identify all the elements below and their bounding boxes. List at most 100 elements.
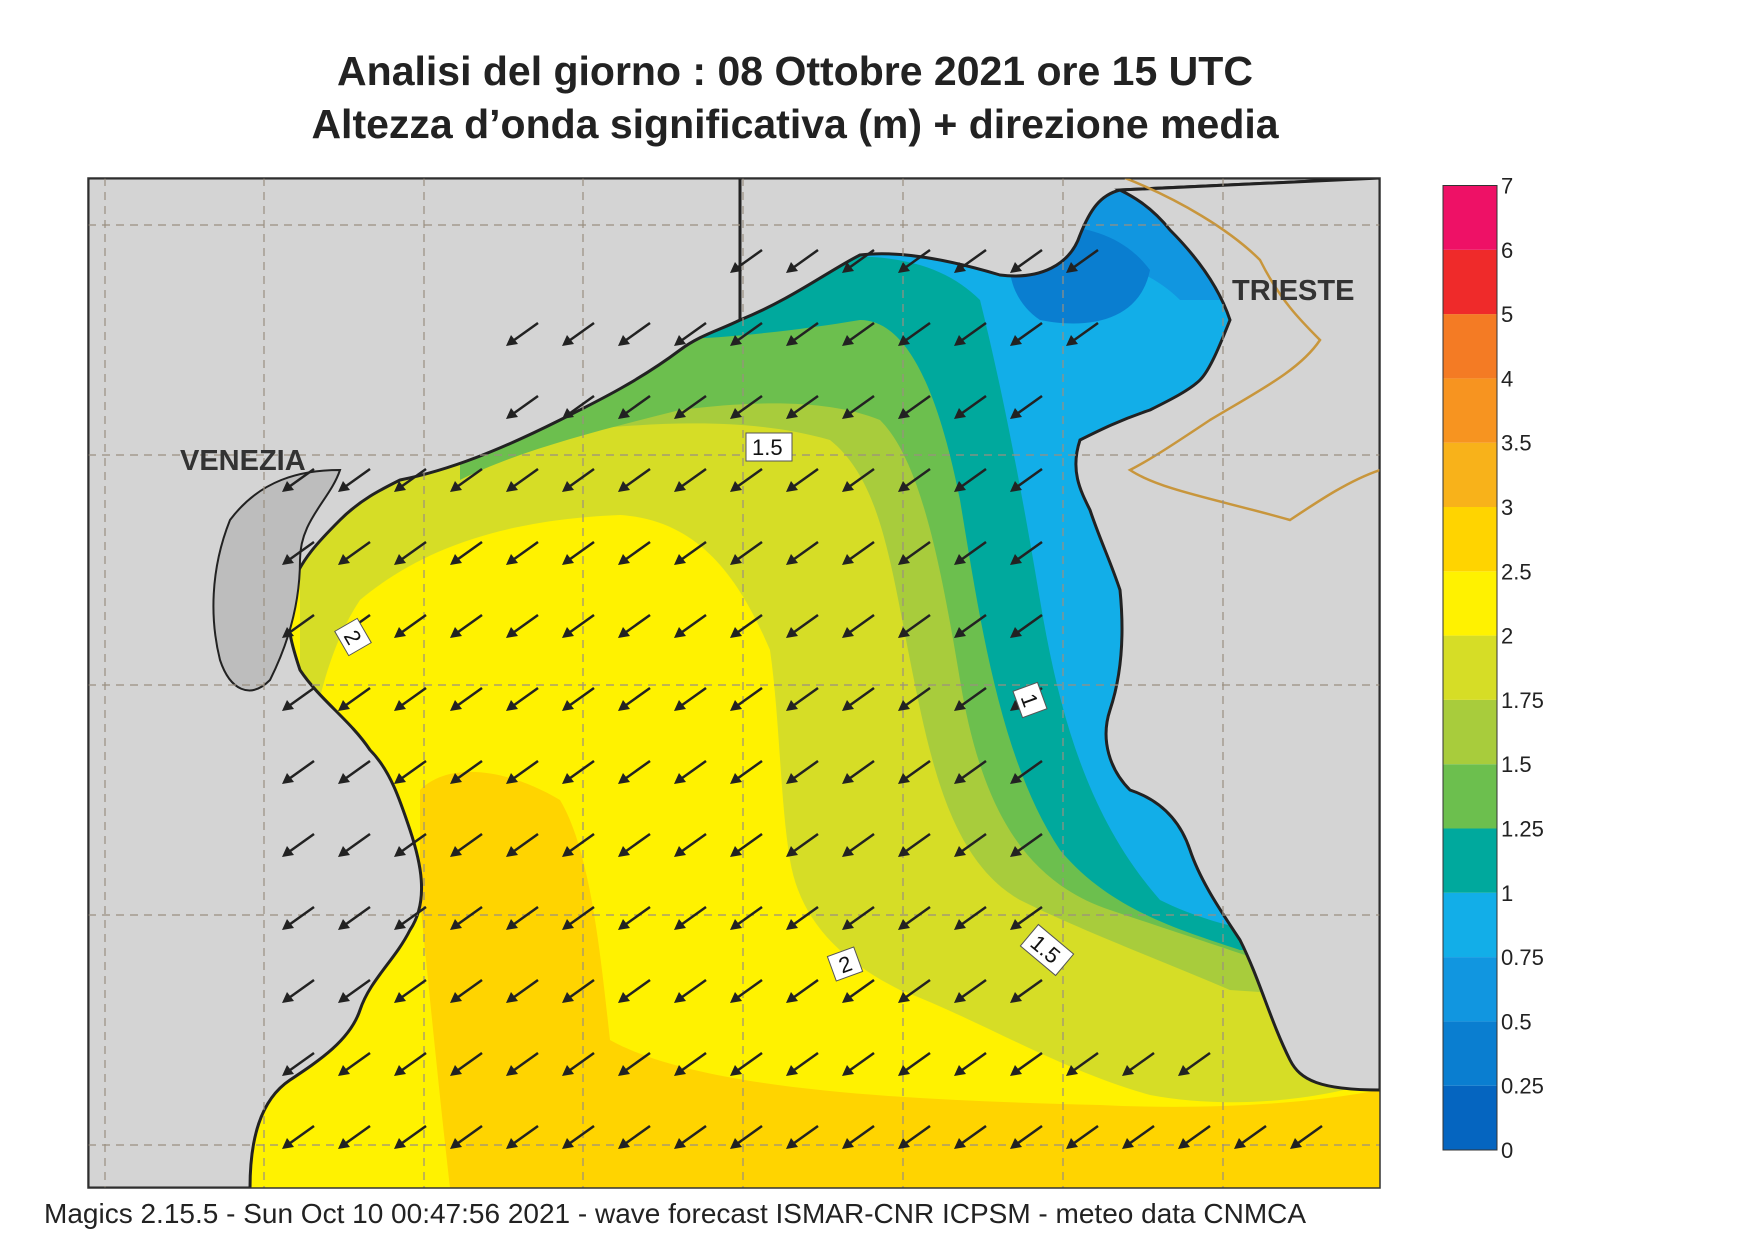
wave-arrow-head bbox=[506, 700, 518, 711]
wave-arrow-head bbox=[562, 627, 574, 638]
wave-arrow bbox=[677, 540, 707, 564]
wave-arrow bbox=[1013, 1124, 1043, 1148]
wave-arrow-head bbox=[954, 919, 966, 930]
legend-tick-label: 3 bbox=[1501, 495, 1513, 520]
wave-arrow-head bbox=[506, 1138, 518, 1149]
wave-arrow-head bbox=[618, 335, 630, 346]
wave-arrow bbox=[677, 467, 707, 491]
wave-arrow-head bbox=[562, 919, 574, 930]
wave-arrow bbox=[733, 394, 763, 418]
wave-arrow bbox=[453, 686, 483, 710]
wave-arrow bbox=[957, 321, 987, 345]
wave-arrow bbox=[285, 759, 315, 783]
wave-arrow-head bbox=[562, 773, 574, 784]
wave-arrow-head bbox=[618, 700, 630, 711]
wave-arrow bbox=[789, 1051, 819, 1075]
wave-arrow-head bbox=[618, 773, 630, 784]
wave-arrow-head bbox=[674, 919, 686, 930]
wave-arrow-head bbox=[562, 1065, 574, 1076]
wave-arrow bbox=[509, 1124, 539, 1148]
legend-tick-label: 4 bbox=[1501, 366, 1513, 391]
wave-arrow-head bbox=[786, 1065, 798, 1076]
wave-arrow bbox=[565, 1124, 595, 1148]
wave-arrow bbox=[397, 540, 427, 564]
wave-arrow bbox=[1125, 1051, 1155, 1075]
wave-arrow bbox=[509, 613, 539, 637]
wave-arrow bbox=[789, 321, 819, 345]
wave-arrow bbox=[341, 467, 371, 491]
wave-arrow bbox=[621, 613, 651, 637]
wave-arrow bbox=[1013, 832, 1043, 856]
legend-tick-label: 1.25 bbox=[1501, 817, 1544, 842]
wave-arrow bbox=[733, 613, 763, 637]
wave-arrow bbox=[1237, 1124, 1267, 1148]
wave-arrow-head bbox=[618, 481, 630, 492]
wave-arrow bbox=[789, 1124, 819, 1148]
wave-arrow-head bbox=[618, 408, 630, 419]
wave-arrow bbox=[285, 686, 315, 710]
wave-arrow-head bbox=[394, 1138, 406, 1149]
legend-swatch bbox=[1443, 378, 1497, 443]
wave-arrow-head bbox=[450, 554, 462, 565]
wave-arrow-head bbox=[842, 700, 854, 711]
wave-arrow bbox=[1013, 978, 1043, 1002]
wave-arrow bbox=[397, 467, 427, 491]
legend-tick-label: 5 bbox=[1501, 302, 1513, 327]
wave-arrow-head bbox=[730, 992, 742, 1003]
wave-arrow bbox=[285, 978, 315, 1002]
wave-arrow bbox=[733, 686, 763, 710]
wave-arrow-head bbox=[730, 1065, 742, 1076]
legend-tick-label: 0.5 bbox=[1501, 1009, 1532, 1034]
wave-arrow-head bbox=[1066, 1065, 1078, 1076]
wave-arrow-head bbox=[450, 992, 462, 1003]
wave-arrow-head bbox=[730, 700, 742, 711]
wave-arrow-head bbox=[674, 627, 686, 638]
legend-tick-label: 0.25 bbox=[1501, 1074, 1544, 1099]
wave-arrow-head bbox=[730, 919, 742, 930]
wave-arrow-head bbox=[674, 773, 686, 784]
wave-arrow-head bbox=[1010, 773, 1022, 784]
contour-label-1-5-north: 1.5 bbox=[745, 432, 793, 462]
wave-arrow bbox=[677, 1051, 707, 1075]
wave-arrow-head bbox=[954, 1138, 966, 1149]
label-trieste: TRIESTE bbox=[1232, 275, 1354, 307]
wave-arrow-head bbox=[842, 627, 854, 638]
wave-arrow bbox=[1013, 540, 1043, 564]
wave-arrow-head bbox=[450, 919, 462, 930]
wave-arrow-head bbox=[786, 992, 798, 1003]
wave-arrow bbox=[509, 467, 539, 491]
wave-arrow-head bbox=[898, 773, 910, 784]
color-legend: 0 0.25 0.5 0.75 1 1.25 1.5 1.75 2 2.5 3 3.5 4 5 6 7 bbox=[1442, 174, 1544, 1163]
wave-arrow-head bbox=[842, 919, 854, 930]
legend-tick-label: 0 bbox=[1501, 1138, 1513, 1163]
wave-arrow bbox=[901, 1051, 931, 1075]
land-north bbox=[738, 178, 1380, 323]
wave-arrow-head bbox=[730, 1138, 742, 1149]
wave-arrow bbox=[397, 832, 427, 856]
wave-arrow bbox=[845, 394, 875, 418]
wave-arrow bbox=[677, 759, 707, 783]
wave-arrow-head bbox=[1066, 1138, 1078, 1149]
wave-arrow bbox=[1069, 1051, 1099, 1075]
wave-arrow-head bbox=[954, 335, 966, 346]
wave-arrow bbox=[845, 467, 875, 491]
wave-arrow bbox=[285, 1124, 315, 1148]
wave-arrow bbox=[341, 832, 371, 856]
wave-arrow bbox=[285, 467, 315, 491]
wave-arrow-head bbox=[1010, 335, 1022, 346]
wave-arrow-head bbox=[562, 554, 574, 565]
legend-swatch bbox=[1443, 1021, 1497, 1086]
wave-arrow bbox=[565, 467, 595, 491]
wave-arrow bbox=[453, 978, 483, 1002]
wave-arrow bbox=[845, 905, 875, 929]
wave-arrow-head bbox=[898, 1138, 910, 1149]
wave-arrow-head bbox=[338, 554, 350, 565]
wave-arrow bbox=[565, 978, 595, 1002]
wave-arrow bbox=[789, 394, 819, 418]
wave-arrow bbox=[733, 321, 763, 345]
wave-arrow-head bbox=[450, 773, 462, 784]
wave-arrow bbox=[453, 1051, 483, 1075]
wave-arrow bbox=[789, 905, 819, 929]
wave-arrow bbox=[453, 759, 483, 783]
wave-arrow bbox=[621, 321, 651, 345]
